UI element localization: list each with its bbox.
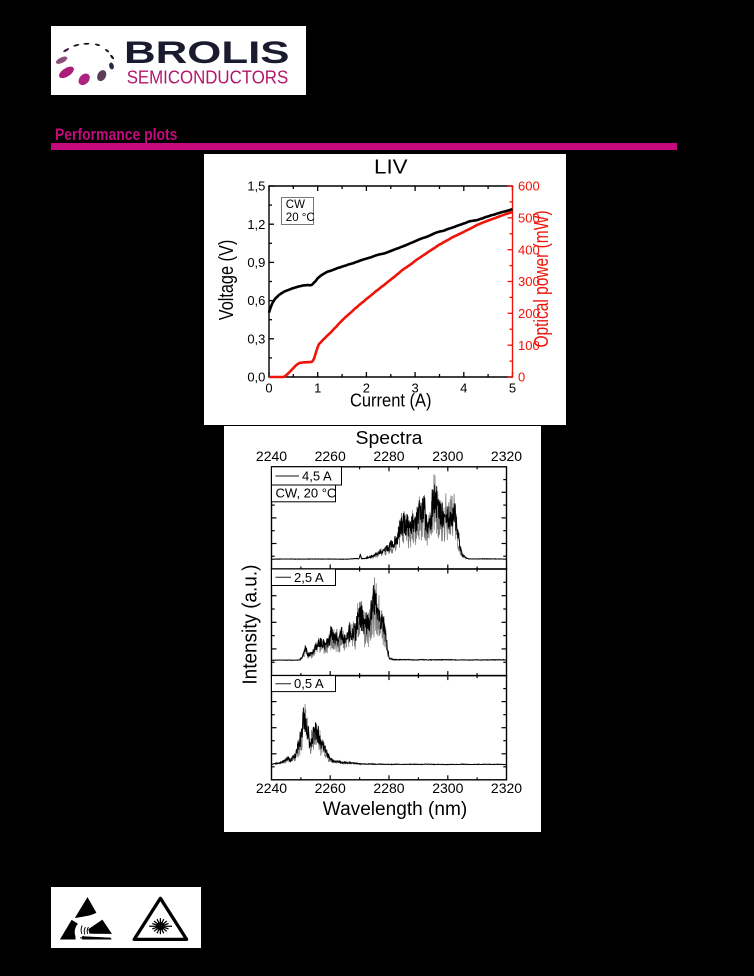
svg-text:0: 0 — [518, 370, 525, 385]
svg-text:2,5 A: 2,5 A — [294, 570, 324, 585]
svg-text:0,3: 0,3 — [247, 331, 265, 346]
svg-text:2300: 2300 — [432, 448, 463, 464]
svg-text:Current (A): Current (A) — [350, 391, 432, 411]
svg-text:200: 200 — [518, 306, 540, 321]
svg-text:0,0: 0,0 — [247, 370, 265, 385]
svg-text:600: 600 — [518, 179, 540, 194]
svg-text:2: 2 — [363, 381, 370, 396]
svg-text:2320: 2320 — [491, 780, 522, 796]
svg-text:CW: CW — [286, 199, 305, 211]
svg-text:3: 3 — [411, 381, 418, 396]
svg-text:5: 5 — [509, 381, 516, 396]
svg-text:CW, 20 °C: CW, 20 °C — [276, 486, 337, 501]
svg-text:1,2: 1,2 — [247, 217, 265, 232]
svg-text:0,5 A: 0,5 A — [294, 676, 324, 691]
svg-text:400: 400 — [518, 242, 540, 257]
svg-text:2260: 2260 — [315, 780, 346, 796]
svg-text:Wavelength (nm): Wavelength (nm) — [323, 799, 467, 820]
svg-text:Optical power (mW): Optical power (mW) — [531, 211, 553, 348]
svg-text:500: 500 — [518, 210, 540, 225]
svg-text:0: 0 — [265, 381, 272, 396]
svg-text:Voltage (V): Voltage (V) — [216, 240, 238, 321]
svg-text:4,5 A: 4,5 A — [302, 469, 332, 484]
svg-text:2300: 2300 — [432, 780, 463, 796]
svg-text:20 °C: 20 °C — [286, 212, 315, 224]
svg-text:1: 1 — [314, 381, 321, 396]
svg-text:2240: 2240 — [256, 448, 287, 464]
svg-text:SEMICONDUCTORS: SEMICONDUCTORS — [127, 67, 289, 88]
svg-text:2280: 2280 — [373, 448, 404, 464]
svg-text:4: 4 — [460, 381, 467, 396]
svg-text:2260: 2260 — [315, 448, 346, 464]
svg-text:Intensity (a.u.): Intensity (a.u.) — [240, 565, 262, 685]
svg-text:0,9: 0,9 — [247, 255, 265, 270]
svg-text:2280: 2280 — [373, 780, 404, 796]
svg-text:LIV: LIV — [374, 156, 408, 178]
svg-text:1,5: 1,5 — [247, 179, 265, 194]
svg-text:0,6: 0,6 — [247, 293, 265, 308]
svg-text:2320: 2320 — [491, 448, 522, 464]
svg-text:100: 100 — [518, 338, 540, 353]
svg-text:BROLIS: BROLIS — [124, 34, 290, 70]
svg-text:300: 300 — [518, 274, 540, 289]
svg-text:Spectra: Spectra — [356, 428, 424, 448]
svg-text:2240: 2240 — [256, 780, 287, 796]
